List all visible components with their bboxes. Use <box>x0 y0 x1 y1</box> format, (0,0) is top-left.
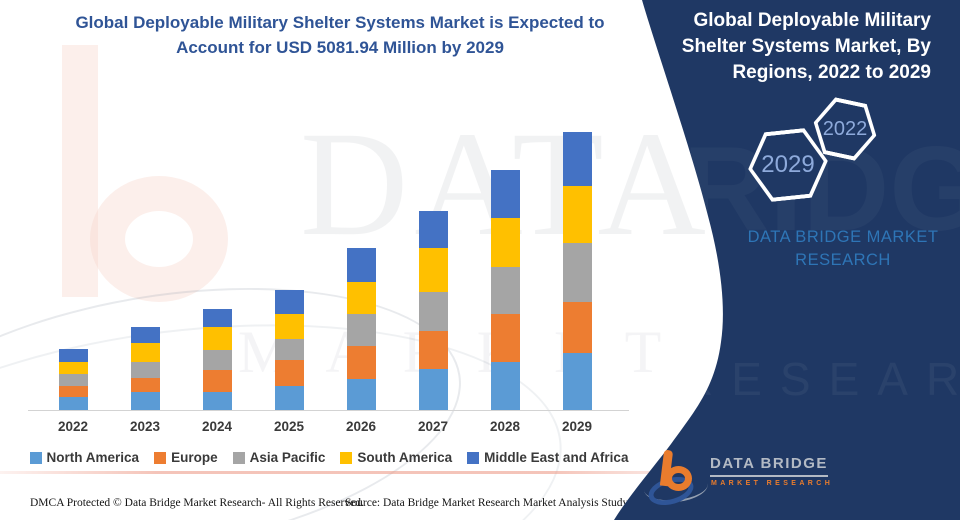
bar-segment-north-america <box>418 369 448 410</box>
legend-label: Middle East and Africa <box>484 450 629 465</box>
footer-dmca-text: DMCA Protected © Data Bridge Market Rese… <box>30 497 364 509</box>
bar-segment-south-america <box>202 326 232 351</box>
bar-2022 <box>58 348 88 410</box>
side-panel: Global Deployable Military Shelter Syste… <box>560 0 960 520</box>
x-axis-label-2023: 2023 <box>129 419 161 434</box>
bar-segment-middle-east-and-africa <box>202 309 232 327</box>
bar-segment-asia-pacific <box>562 243 592 302</box>
bar-2027 <box>418 210 448 410</box>
bar-segment-asia-pacific <box>58 373 88 386</box>
bar-segment-europe <box>130 378 160 393</box>
bar-segment-south-america <box>490 218 520 267</box>
bar-segment-asia-pacific <box>274 339 304 360</box>
x-axis-label-2022: 2022 <box>57 419 89 434</box>
legend-label: North America <box>46 450 140 465</box>
legend-swatch-icon <box>154 451 167 464</box>
bar-segment-europe <box>418 331 448 370</box>
x-axis-label-2028: 2028 <box>489 419 521 434</box>
bar-segment-asia-pacific <box>202 350 232 371</box>
bar-segment-europe <box>562 301 592 353</box>
legend-label: Europe <box>171 450 218 465</box>
legend-label: South America <box>357 450 453 465</box>
logo-b-bowl-icon <box>665 466 692 491</box>
brand-wordmark-line1: DATA BRIDGE MARKET <box>747 228 939 246</box>
bar-segment-south-america <box>274 313 304 339</box>
logo-tagline: MARKET RESEARCH <box>711 480 834 487</box>
bar-segment-asia-pacific <box>490 266 520 315</box>
bar-segment-asia-pacific <box>346 314 376 346</box>
bar-segment-north-america <box>58 397 88 410</box>
page-title: Global Deployable Military Shelter Syste… <box>58 11 622 60</box>
bar-segment-middle-east-and-africa <box>130 327 160 344</box>
data-bridge-logo: DATA BRIDGE MARKET RESEARCH <box>642 448 908 514</box>
bar-segment-asia-pacific <box>130 361 160 379</box>
legend-swatch-icon <box>340 451 353 464</box>
legend-item-north-america: North America <box>29 450 140 465</box>
x-axis-label-2026: 2026 <box>345 419 377 434</box>
legend-swatch-icon <box>29 451 42 464</box>
bar-segment-south-america <box>58 362 88 374</box>
brand-wordmark: DATA BRIDGE MARKET RESEARCH <box>720 226 960 272</box>
bar-segment-europe <box>274 359 304 386</box>
bar-2029 <box>562 131 592 410</box>
bar-segment-south-america <box>346 282 376 315</box>
legend-item-europe: Europe <box>154 450 218 465</box>
legend-swatch-icon <box>467 451 480 464</box>
bar-segment-middle-east-and-africa <box>346 248 376 283</box>
side-panel-title-line3: Regions, 2022 to 2029 <box>732 62 931 84</box>
bar-2026 <box>346 248 376 410</box>
chart-legend: North America Europe Asia Pacific South Ame… <box>18 450 640 465</box>
bar-2025 <box>274 289 304 410</box>
side-panel-title-line1: Global Deployable Military <box>693 10 931 31</box>
bar-segment-middle-east-and-africa <box>274 289 304 314</box>
x-axis-label-2025: 2025 <box>273 419 305 434</box>
bar-segment-south-america <box>130 343 160 362</box>
decorative-divider-band <box>0 471 708 474</box>
legend-item-asia-pacific: Asia Pacific <box>232 450 326 465</box>
bar-segment-north-america <box>130 392 160 410</box>
bar-2028 <box>490 170 520 410</box>
bar-segment-north-america <box>202 391 232 410</box>
bar-segment-north-america <box>490 361 520 410</box>
x-axis-label-2027: 2027 <box>417 419 449 434</box>
legend-item-south-america: South America <box>340 450 452 465</box>
legend-item-middle-east-and-africa: Middle East and Africa <box>467 450 628 465</box>
side-panel-title: Global Deployable Military Shelter Syste… <box>641 8 931 87</box>
x-axis-label-2024: 2024 <box>201 419 233 434</box>
bar-segment-south-america <box>562 186 592 244</box>
bar-segment-europe <box>490 314 520 362</box>
bar-segment-south-america <box>418 248 448 292</box>
x-axis-line <box>28 410 629 411</box>
footer-source-text: Source: Data Bridge Market Research Mark… <box>345 497 655 509</box>
bar-segment-middle-east-and-africa <box>490 170 520 219</box>
side-panel-title-line2: Shelter Systems Market, By <box>681 36 931 58</box>
bar-segment-asia-pacific <box>418 291 448 332</box>
bar-segment-europe <box>202 370 232 392</box>
bar-2023 <box>130 327 160 410</box>
bar-2024 <box>202 309 232 410</box>
bar-segment-middle-east-and-africa <box>58 348 88 363</box>
bar-segment-middle-east-and-africa <box>418 210 448 249</box>
bar-segment-north-america <box>346 379 376 410</box>
legend-swatch-icon <box>232 451 245 464</box>
bar-segment-europe <box>58 385 88 398</box>
brand-wordmark-line2: RESEARCH <box>795 251 891 270</box>
page-title-line2: Account for USD 5081.94 Million by 2029 <box>176 37 504 57</box>
hexagon-year-label: 2029 <box>761 151 815 178</box>
bar-segment-north-america <box>274 385 304 410</box>
legend-label: Asia Pacific <box>249 450 326 465</box>
bar-segment-middle-east-and-africa <box>562 131 592 187</box>
bar-segment-europe <box>346 345 376 380</box>
x-axis-label-2029: 2029 <box>561 419 593 434</box>
logo-brand-name: DATA BRIDGE <box>710 455 828 477</box>
page-title-line1: Global Deployable Military Shelter Syste… <box>75 13 605 32</box>
hexagon-badge-2029: 2029 <box>745 126 832 204</box>
bar-segment-north-america <box>562 352 592 410</box>
